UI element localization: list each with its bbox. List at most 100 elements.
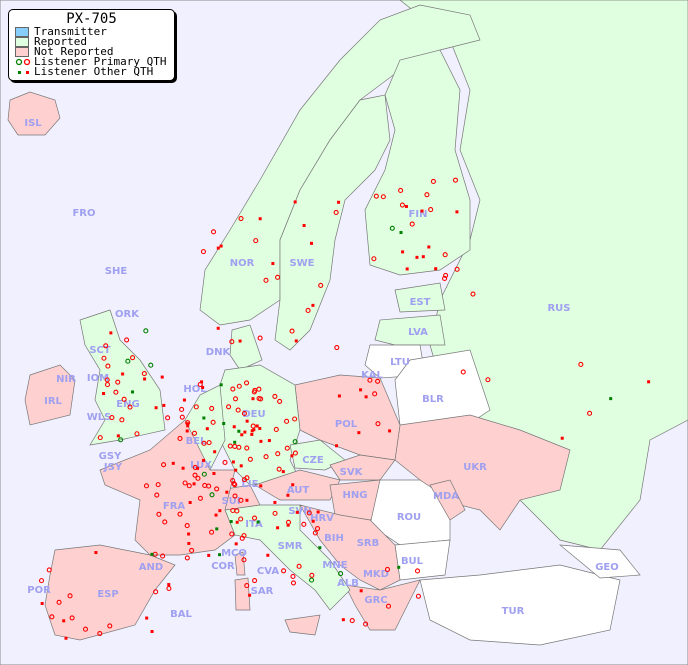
listener-primary-marker (189, 547, 195, 554)
listener-other-marker (252, 428, 256, 432)
country-label-mne: MNE (322, 560, 347, 571)
listener-primary-marker (232, 493, 238, 499)
listener-primary-marker (148, 362, 154, 368)
listener-other-marker (250, 429, 254, 433)
listener-other-marker (259, 439, 263, 443)
listener-other-marker (237, 429, 241, 433)
listener-other-marker (214, 513, 218, 517)
listener-primary-marker (103, 343, 109, 349)
listener-primary-marker (195, 475, 201, 481)
listener-primary-marker (97, 435, 103, 441)
listener-other-marker (560, 436, 564, 440)
listener-primary-marker (115, 379, 121, 385)
listener-primary-marker (141, 371, 147, 377)
country-label-pol: POL (335, 419, 358, 430)
country-france (99, 419, 236, 556)
listener-primary-marker (428, 207, 434, 213)
listener-primary-marker (238, 497, 244, 503)
country-label-geo: GEO (595, 562, 619, 573)
listener-primary-marker (238, 215, 244, 222)
listener-primary-marker (243, 380, 250, 386)
listener-primary-marker (409, 221, 415, 227)
listener-other-marker (186, 424, 190, 428)
listener-primary-marker (373, 193, 379, 199)
listener-other-marker (286, 523, 290, 527)
listener-other-marker (415, 255, 419, 259)
listener-primary-marker (244, 583, 250, 589)
listener-primary-marker (290, 580, 297, 586)
listener-primary-marker (284, 445, 290, 451)
listener-primary-marker (179, 414, 185, 420)
listener-primary-marker (399, 202, 405, 208)
listener-primary-marker (263, 277, 269, 283)
listener-other-marker (216, 246, 220, 250)
country-label-cva: CVA (257, 566, 279, 577)
country-ukraine (394, 414, 571, 531)
listener-primary-marker (334, 344, 340, 351)
country-label-nir: NIR (56, 374, 76, 385)
listener-primary-marker (165, 415, 171, 421)
listener-primary-marker (276, 466, 282, 472)
listener-other-marker (255, 424, 259, 428)
listener-primary-marker (104, 377, 110, 383)
country-label-rus: RUS (547, 303, 570, 314)
country-label-mkd: MKD (363, 569, 389, 580)
listener-primary-marker (222, 459, 228, 466)
listener-other-marker (212, 471, 216, 475)
listener-primary-marker (430, 178, 436, 185)
listener-primary-marker (289, 328, 295, 334)
country-label-rou: ROU (397, 512, 421, 523)
listener-primary-marker (253, 238, 259, 244)
country-sicily (284, 614, 321, 636)
country-label-deu: DEU (242, 409, 265, 420)
listener-primary-marker (226, 404, 232, 410)
country-italy (224, 504, 351, 611)
listener-other-marker (239, 464, 243, 468)
listener-primary-marker (292, 416, 298, 422)
circle-marker-icon (15, 58, 31, 66)
country-moldova (429, 479, 466, 521)
listener-primary-marker (209, 405, 215, 411)
listener-other-marker (64, 636, 68, 640)
listener-primary-marker (209, 492, 215, 498)
country-iberia (44, 544, 176, 641)
listener-primary-marker (201, 471, 207, 477)
listener-primary-marker (109, 415, 115, 421)
country-sweden (274, 94, 391, 351)
country-label-ukr: UKR (463, 462, 487, 473)
reported-swatch (15, 37, 29, 47)
listener-primary-marker (285, 519, 292, 525)
listener-primary-marker (244, 475, 250, 481)
listener-primary-marker (292, 439, 298, 445)
listener-other-marker (359, 388, 363, 392)
listener-primary-marker (125, 358, 131, 364)
country-label-ork: ORK (115, 309, 140, 320)
listener-primary-marker (375, 421, 381, 427)
listener-other-marker (388, 429, 392, 433)
country-britain (79, 309, 166, 446)
listener-primary-marker (177, 511, 183, 517)
country-label-mda: MDA (433, 491, 459, 502)
listener-primary-marker (143, 483, 150, 489)
country-isl (7, 91, 61, 136)
listener-primary-marker (127, 404, 133, 410)
country-ireland (24, 364, 76, 426)
listener-other-marker (182, 398, 186, 402)
listener-other-marker (145, 616, 149, 620)
country-label-iom: IOM (87, 373, 109, 384)
listener-primary-marker (129, 355, 136, 361)
listener-other-marker (185, 429, 189, 433)
listener-primary-marker (442, 252, 448, 258)
country-label-ita: ITA (245, 519, 263, 530)
listener-other-marker (116, 434, 120, 438)
square-marker-icon (18, 71, 29, 74)
listener-primary-marker (134, 431, 140, 437)
listener-other-marker (188, 500, 192, 504)
listener-other-marker (202, 458, 206, 462)
listener-primary-marker (367, 377, 373, 383)
listener-other-marker (401, 250, 405, 254)
listener-primary-marker (229, 339, 235, 345)
listener-other-marker (238, 339, 242, 343)
listener-primary-marker (155, 482, 161, 488)
listener-primary-marker (104, 382, 111, 388)
